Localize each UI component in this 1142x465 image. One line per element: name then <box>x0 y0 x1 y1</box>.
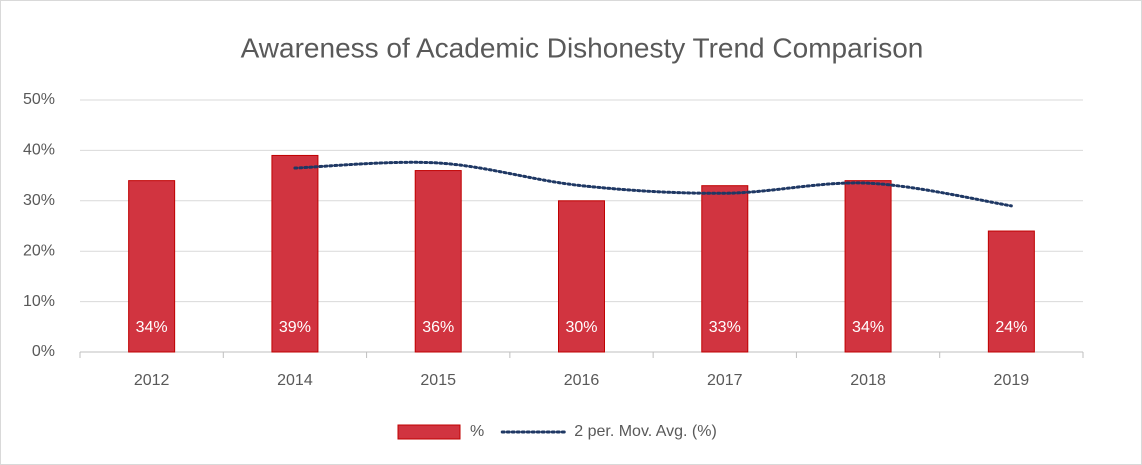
data-label: 36% <box>422 319 454 336</box>
data-label: 34% <box>136 319 168 336</box>
bar <box>701 185 749 353</box>
bar <box>414 170 462 353</box>
y-tick-label: 10% <box>23 293 55 310</box>
x-tick-label: 2017 <box>707 372 743 389</box>
y-tick-label: 50% <box>23 91 55 108</box>
legend-label: % <box>470 423 484 440</box>
x-tick-label: 2015 <box>420 372 456 389</box>
bar <box>844 180 892 353</box>
data-label: 33% <box>709 319 741 336</box>
moving-average-line <box>293 160 1013 208</box>
x-tick-label: 2016 <box>564 372 600 389</box>
bar <box>271 154 319 353</box>
x-tick-label: 2018 <box>850 372 886 389</box>
y-tick-label: 20% <box>23 242 55 259</box>
y-tick-label: 40% <box>23 142 55 159</box>
legend-swatch <box>397 424 461 440</box>
x-tick-label: 2012 <box>134 372 170 389</box>
x-tick-label: 2019 <box>994 372 1030 389</box>
bar <box>987 230 1035 353</box>
bar <box>128 180 176 353</box>
data-label: 24% <box>995 319 1027 336</box>
y-tick-label: 0% <box>32 343 55 360</box>
x-tick-label: 2014 <box>277 372 313 389</box>
y-tick-label: 30% <box>23 192 55 209</box>
data-label: 30% <box>565 319 597 336</box>
bar <box>558 200 605 353</box>
legend-label: 2 per. Mov. Avg. (%) <box>574 423 717 440</box>
data-label: 39% <box>279 319 311 336</box>
data-label: 34% <box>852 319 884 336</box>
chart-title: Awareness of Academic Dishonesty Trend C… <box>241 32 924 63</box>
